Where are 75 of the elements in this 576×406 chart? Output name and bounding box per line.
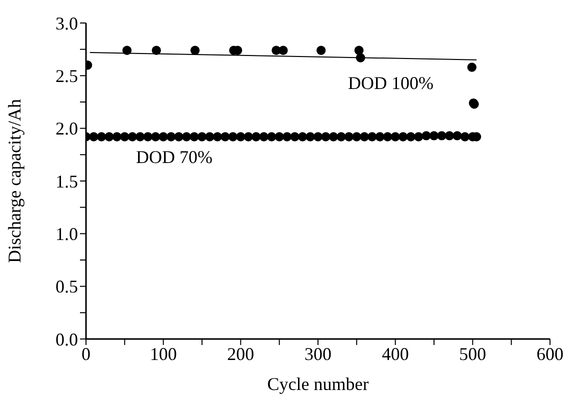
point [190,46,200,55]
point [182,132,192,142]
point [422,131,431,140]
point [354,46,364,55]
point [452,131,462,140]
point [437,131,446,140]
point [290,132,300,142]
point [220,132,230,142]
point [197,132,207,142]
point [360,132,369,142]
y-tick-label: 2.5 [56,66,78,86]
x-tick-label: 0 [82,344,90,364]
point [356,53,366,62]
x-tick-label: 300 [304,344,332,364]
point [321,132,330,142]
point [120,132,130,142]
y-tick-label: 3.0 [56,13,78,34]
y-tick-label: 0.5 [56,276,78,297]
point [444,131,454,140]
point [316,46,326,55]
point [205,132,214,142]
point [128,132,137,142]
point [112,132,122,142]
point [228,132,238,142]
point [136,132,145,142]
point [158,132,168,142]
point [274,132,284,142]
point [89,132,98,142]
series-label: DOD 100% [348,73,434,94]
point [406,132,416,142]
y-tick-label: 0.0 [56,329,78,350]
point [375,132,384,142]
point [96,132,106,142]
point [467,62,476,72]
point [368,132,377,142]
point [344,132,354,142]
point [278,46,288,55]
point [190,132,199,142]
point [336,132,346,142]
point [236,132,246,142]
point [460,132,470,142]
point [252,132,261,142]
y-axis-title: Discharge capacity/Ah [4,98,24,264]
point [429,131,439,140]
point [398,132,408,142]
point [282,132,292,142]
x-tick-label: 100 [150,344,177,364]
point [352,132,362,142]
point [152,46,161,55]
point [383,132,392,142]
point [267,132,276,142]
point [306,132,315,142]
point [244,132,253,142]
y-tick-label: 2.0 [56,118,78,139]
point [151,132,160,142]
point [122,46,132,55]
point [313,132,323,142]
point [143,132,152,142]
x-axis-title: Cycle number [267,374,369,394]
point [259,132,268,142]
x-tick-label: 200 [227,344,254,364]
y-tick-label: 1.5 [56,171,78,192]
point [104,132,114,142]
point [414,132,424,142]
point [212,132,222,142]
x-tick-label: 500 [459,344,486,364]
x-tick-label: 600 [536,344,564,364]
point [390,132,400,142]
point [166,132,176,142]
series-label: DOD 70% [136,147,212,168]
point [328,132,338,142]
point [298,132,308,142]
x-tick-label: 400 [382,344,409,364]
point [174,132,184,142]
y-tick-label: 1.0 [56,224,78,244]
